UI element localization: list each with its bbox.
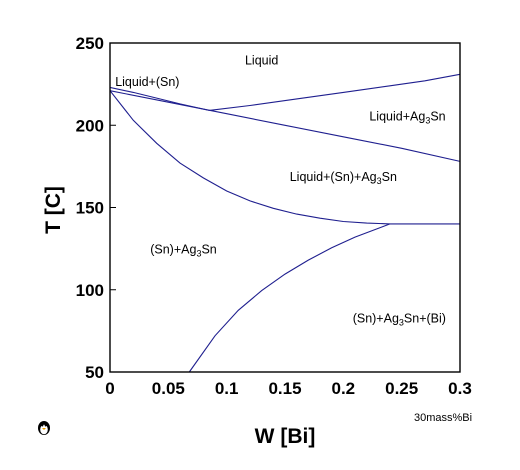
phase-boundary-3 [109,90,461,162]
y-axis-title: T [C] [42,186,65,234]
y-tick-label: 200 [76,116,104,135]
region-label: Liquid+(Sn)+Ag3Sn [290,170,397,186]
phase-boundary-curves [109,73,461,373]
x-tick-label: 0.05 [152,379,185,398]
x-tick-label: 0.2 [332,379,356,398]
region-label: Liquid+Ag3Sn [369,109,445,125]
region-label: (Sn)+Ag3Sn [150,243,217,259]
y-tick-label: 100 [76,281,104,300]
region-labels: Liquid Liquid+(Sn) Liquid+Ag3Sn Liquid+(Sn)… [115,53,446,327]
x-tick-label: 0.1 [215,379,239,398]
y-tick-label: 150 [76,199,104,218]
x-unit-note: 30mass%Bi [414,412,472,424]
phase-boundary-6 [188,223,391,373]
region-label: Liquid+(Sn) [115,75,179,89]
x-axis-title: W [Bi] [255,425,316,448]
axis-ticks: 0 0.05 0.1 0.15 0.2 0.25 0.3 50 100 150 200 250 [76,34,472,398]
phase-boundary-4 [109,90,391,225]
region-label: (Sn)+Ag3Sn+(Bi) [353,312,446,328]
phase-boundary-2 [209,73,461,111]
x-tick-label: 0.15 [268,379,301,398]
x-tick-label: 0.3 [448,379,472,398]
y-tick-label: 250 [76,34,104,53]
y-tick-label: 50 [85,363,104,382]
x-tick-label: 0 [105,379,114,398]
x-tick-label: 0.25 [385,379,418,398]
region-label: Liquid [245,53,278,67]
penguin-icon [38,421,50,435]
